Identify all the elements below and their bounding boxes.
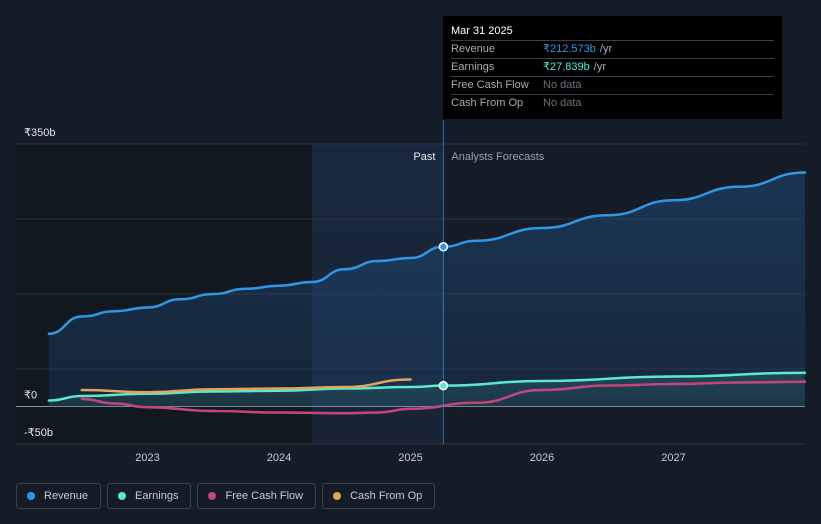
legend-label: Revenue [44, 490, 89, 502]
legend-item-cash-from-op[interactable]: Cash From Op [322, 483, 436, 509]
x-tick-label: 2024 [267, 452, 291, 464]
x-tick-label: 2026 [530, 452, 554, 464]
tooltip-row-label: Earnings [451, 61, 495, 73]
legend-dot-icon [333, 492, 342, 500]
legend-item-free-cash-flow[interactable]: Free Cash Flow [197, 483, 317, 509]
tooltip-row: Earnings ₹27.839b/yr [451, 58, 774, 76]
tooltip-row-label: Free Cash Flow [451, 79, 529, 91]
series-area-earnings [48, 372, 805, 407]
tooltip-row-value: No data [543, 79, 582, 91]
tooltip-row-value: No data [543, 97, 582, 109]
series-line-earnings [47, 371, 807, 402]
tooltip-row-value: ₹212.573b [543, 43, 596, 55]
series-line-revenue [47, 171, 807, 335]
legend-label: Cash From Op [350, 490, 423, 502]
forecast-label: Analysts Forecasts [451, 151, 544, 163]
tooltip-row: Cash From Op No data [451, 94, 774, 112]
legend-dot-icon [27, 492, 35, 500]
y-tick-label: ₹350b [24, 127, 55, 139]
tooltip-row-unit: /yr [599, 43, 613, 55]
legend-label: Earnings [135, 490, 179, 502]
legend-item-revenue[interactable]: Revenue [16, 483, 102, 509]
tooltip-row-unit: /yr [593, 61, 606, 73]
highlight-marker-earnings [438, 380, 449, 391]
series-area-revenue [48, 172, 805, 407]
x-tick-label: 2023 [135, 452, 159, 464]
series-line-cash-from-op [80, 378, 412, 394]
y-tick-label: ₹0 [24, 390, 37, 402]
tooltip-date: Mar 31 2025 [451, 25, 513, 37]
x-tick-label: 2025 [398, 452, 422, 464]
series-line-free-cash-flow [80, 380, 807, 415]
y-tick-label: -₹50b [24, 427, 53, 439]
legend: Revenue Earnings Free Cash Flow Cash From O… [16, 483, 436, 509]
tooltip-row: Free Cash Flow No data [451, 76, 774, 94]
legend-label: Free Cash Flow [225, 490, 304, 502]
tooltip-row-value: ₹27.839b [543, 61, 590, 73]
legend-dot-icon [208, 492, 217, 500]
legend-dot-icon [118, 492, 127, 500]
tooltip-row: Revenue ₹212.573b/yr [451, 40, 774, 58]
x-tick-label: 2027 [661, 452, 685, 464]
tooltip-row-label: Revenue [451, 43, 496, 55]
past-label: Past [413, 151, 435, 163]
tooltip: Mar 31 2025 Revenue ₹212.573b/yr Earnings ₹… [443, 16, 782, 119]
legend-item-earnings[interactable]: Earnings [107, 483, 192, 509]
highlight-marker-revenue [438, 242, 449, 252]
tooltip-row-label: Cash From Op [451, 97, 524, 109]
